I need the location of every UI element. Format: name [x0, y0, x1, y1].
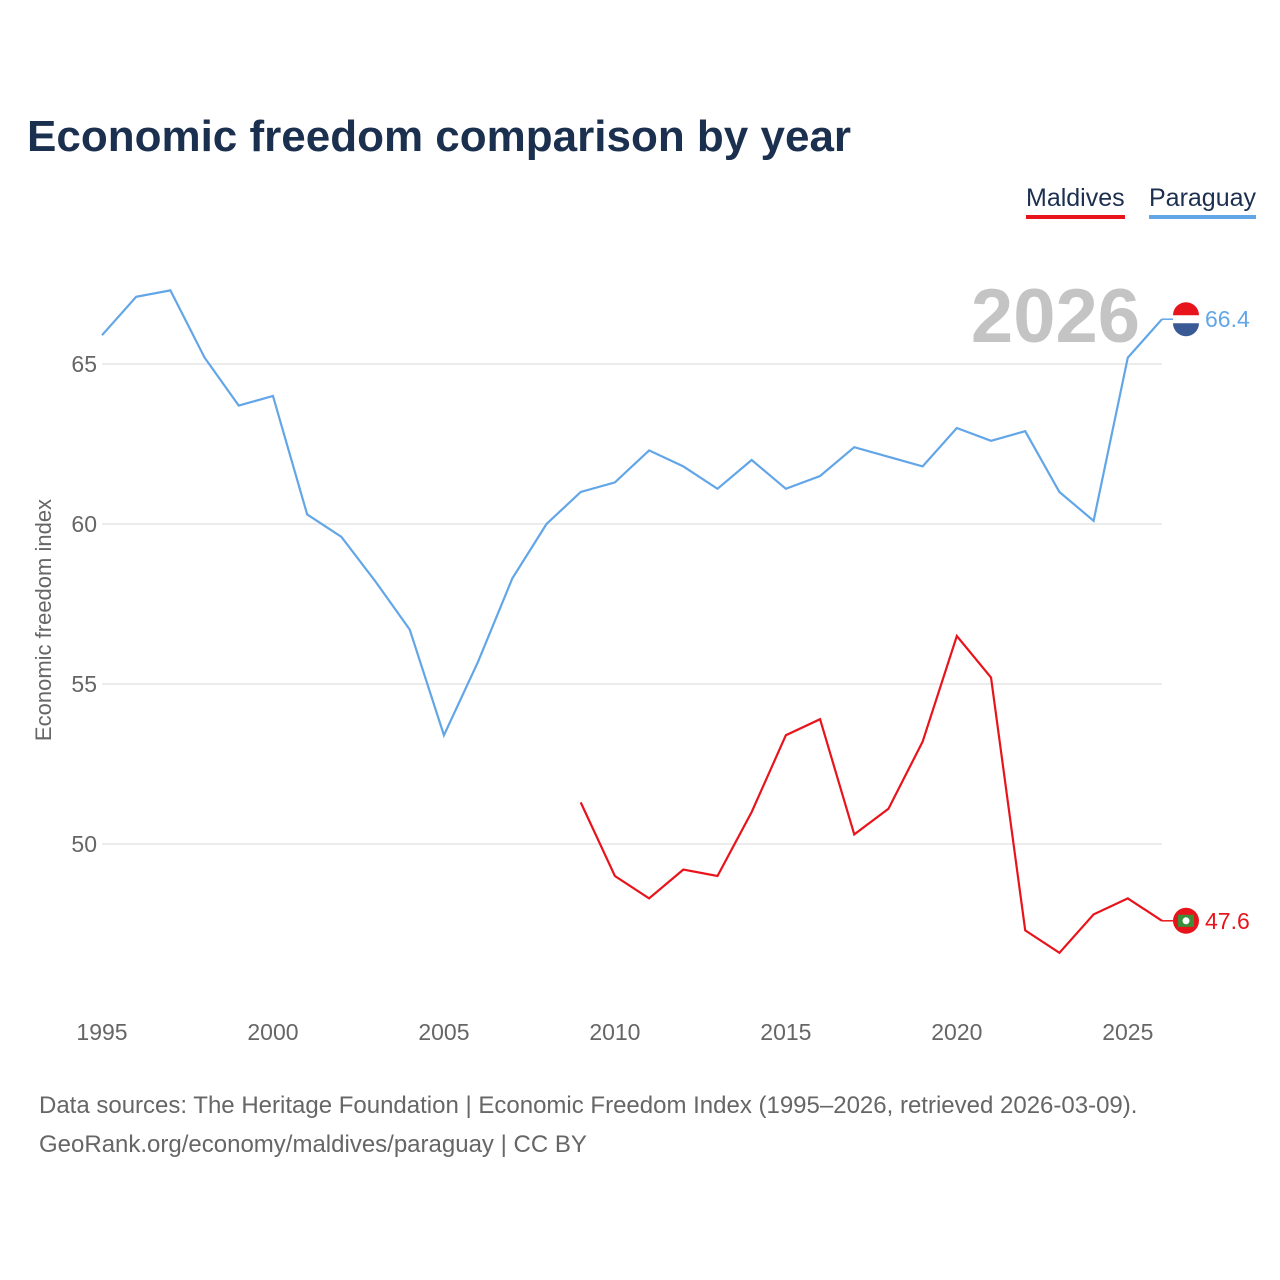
point-maldives [680, 867, 686, 873]
x-tick-label: 2010 [589, 1019, 640, 1045]
point-maldives [1056, 950, 1062, 956]
point-paraguay [202, 355, 208, 361]
end-label-paraguay: 66.4 [1205, 306, 1250, 332]
end-label-maldives: 47.6 [1205, 908, 1250, 934]
point-maldives [646, 895, 652, 901]
point-paraguay [270, 393, 276, 399]
point-maldives [851, 831, 857, 837]
attribution-text: GeoRank.org/economy/maldives/paraguay | … [39, 1131, 587, 1158]
point-paraguay [1091, 518, 1097, 524]
flag-stripe-red [1173, 302, 1199, 316]
point-paraguay [885, 454, 891, 460]
flag-stripe-blue [1173, 323, 1199, 337]
y-tick-label: 55 [71, 671, 97, 697]
x-tick-label: 2015 [760, 1019, 811, 1045]
point-maldives [714, 873, 720, 879]
point-paraguay [304, 511, 310, 517]
point-paraguay [988, 438, 994, 444]
point-paraguay [612, 479, 618, 485]
point-paraguay [1022, 428, 1028, 434]
point-paraguay [475, 659, 481, 665]
point-maldives [1125, 895, 1131, 901]
x-tick-label: 2000 [247, 1019, 298, 1045]
point-paraguay [373, 579, 379, 585]
year-watermark: 2026 [971, 274, 1140, 359]
x-tick-label: 2005 [418, 1019, 469, 1045]
point-maldives [578, 799, 584, 805]
source-text: Data sources: The Heritage Foundation | … [39, 1092, 1138, 1119]
line-paraguay [101, 289, 1163, 739]
point-paraguay [99, 332, 105, 338]
point-maldives [1022, 927, 1028, 933]
point-paraguay [338, 534, 344, 540]
point-paraguay [441, 732, 447, 738]
line-maldives [579, 633, 1163, 955]
point-paraguay [817, 473, 823, 479]
point-paraguay [236, 403, 242, 409]
point-maldives [954, 633, 960, 639]
point-maldives [1091, 911, 1097, 917]
point-paraguay [680, 463, 686, 469]
point-paraguay [167, 287, 173, 293]
point-maldives [783, 732, 789, 738]
point-maldives [749, 809, 755, 815]
point-paraguay [544, 521, 550, 527]
point-paraguay [407, 627, 413, 633]
point-maldives [988, 675, 994, 681]
x-tick-label: 2020 [931, 1019, 982, 1045]
point-maldives [885, 806, 891, 812]
point-paraguay [1125, 355, 1131, 361]
legend-maldives[interactable]: Maldives [1026, 184, 1125, 219]
point-paraguay [749, 457, 755, 463]
x-tick-label: 1995 [76, 1019, 127, 1045]
point-paraguay [1056, 489, 1062, 495]
y-tick-label: 65 [71, 351, 97, 377]
point-paraguay [714, 486, 720, 492]
flag-crescent [1182, 917, 1190, 925]
point-maldives [817, 716, 823, 722]
point-paraguay [920, 463, 926, 469]
y-tick-label: 50 [71, 831, 97, 857]
point-paraguay [133, 294, 139, 300]
point-maldives [920, 739, 926, 745]
point-paraguay [851, 444, 857, 450]
y-axis-label: Economic freedom index [31, 499, 56, 741]
point-paraguay [646, 447, 652, 453]
y-tick-label: 60 [71, 511, 97, 537]
chart-title: Economic freedom comparison by year [27, 112, 852, 161]
x-tick-label: 2025 [1102, 1019, 1153, 1045]
point-paraguay [578, 489, 584, 495]
footer: Data sources: The Heritage Foundation | … [39, 1086, 1137, 1164]
legend-paraguay[interactable]: Paraguay [1149, 184, 1257, 219]
point-maldives [612, 873, 618, 879]
point-paraguay [783, 486, 789, 492]
point-paraguay [509, 575, 515, 581]
point-paraguay [954, 425, 960, 431]
